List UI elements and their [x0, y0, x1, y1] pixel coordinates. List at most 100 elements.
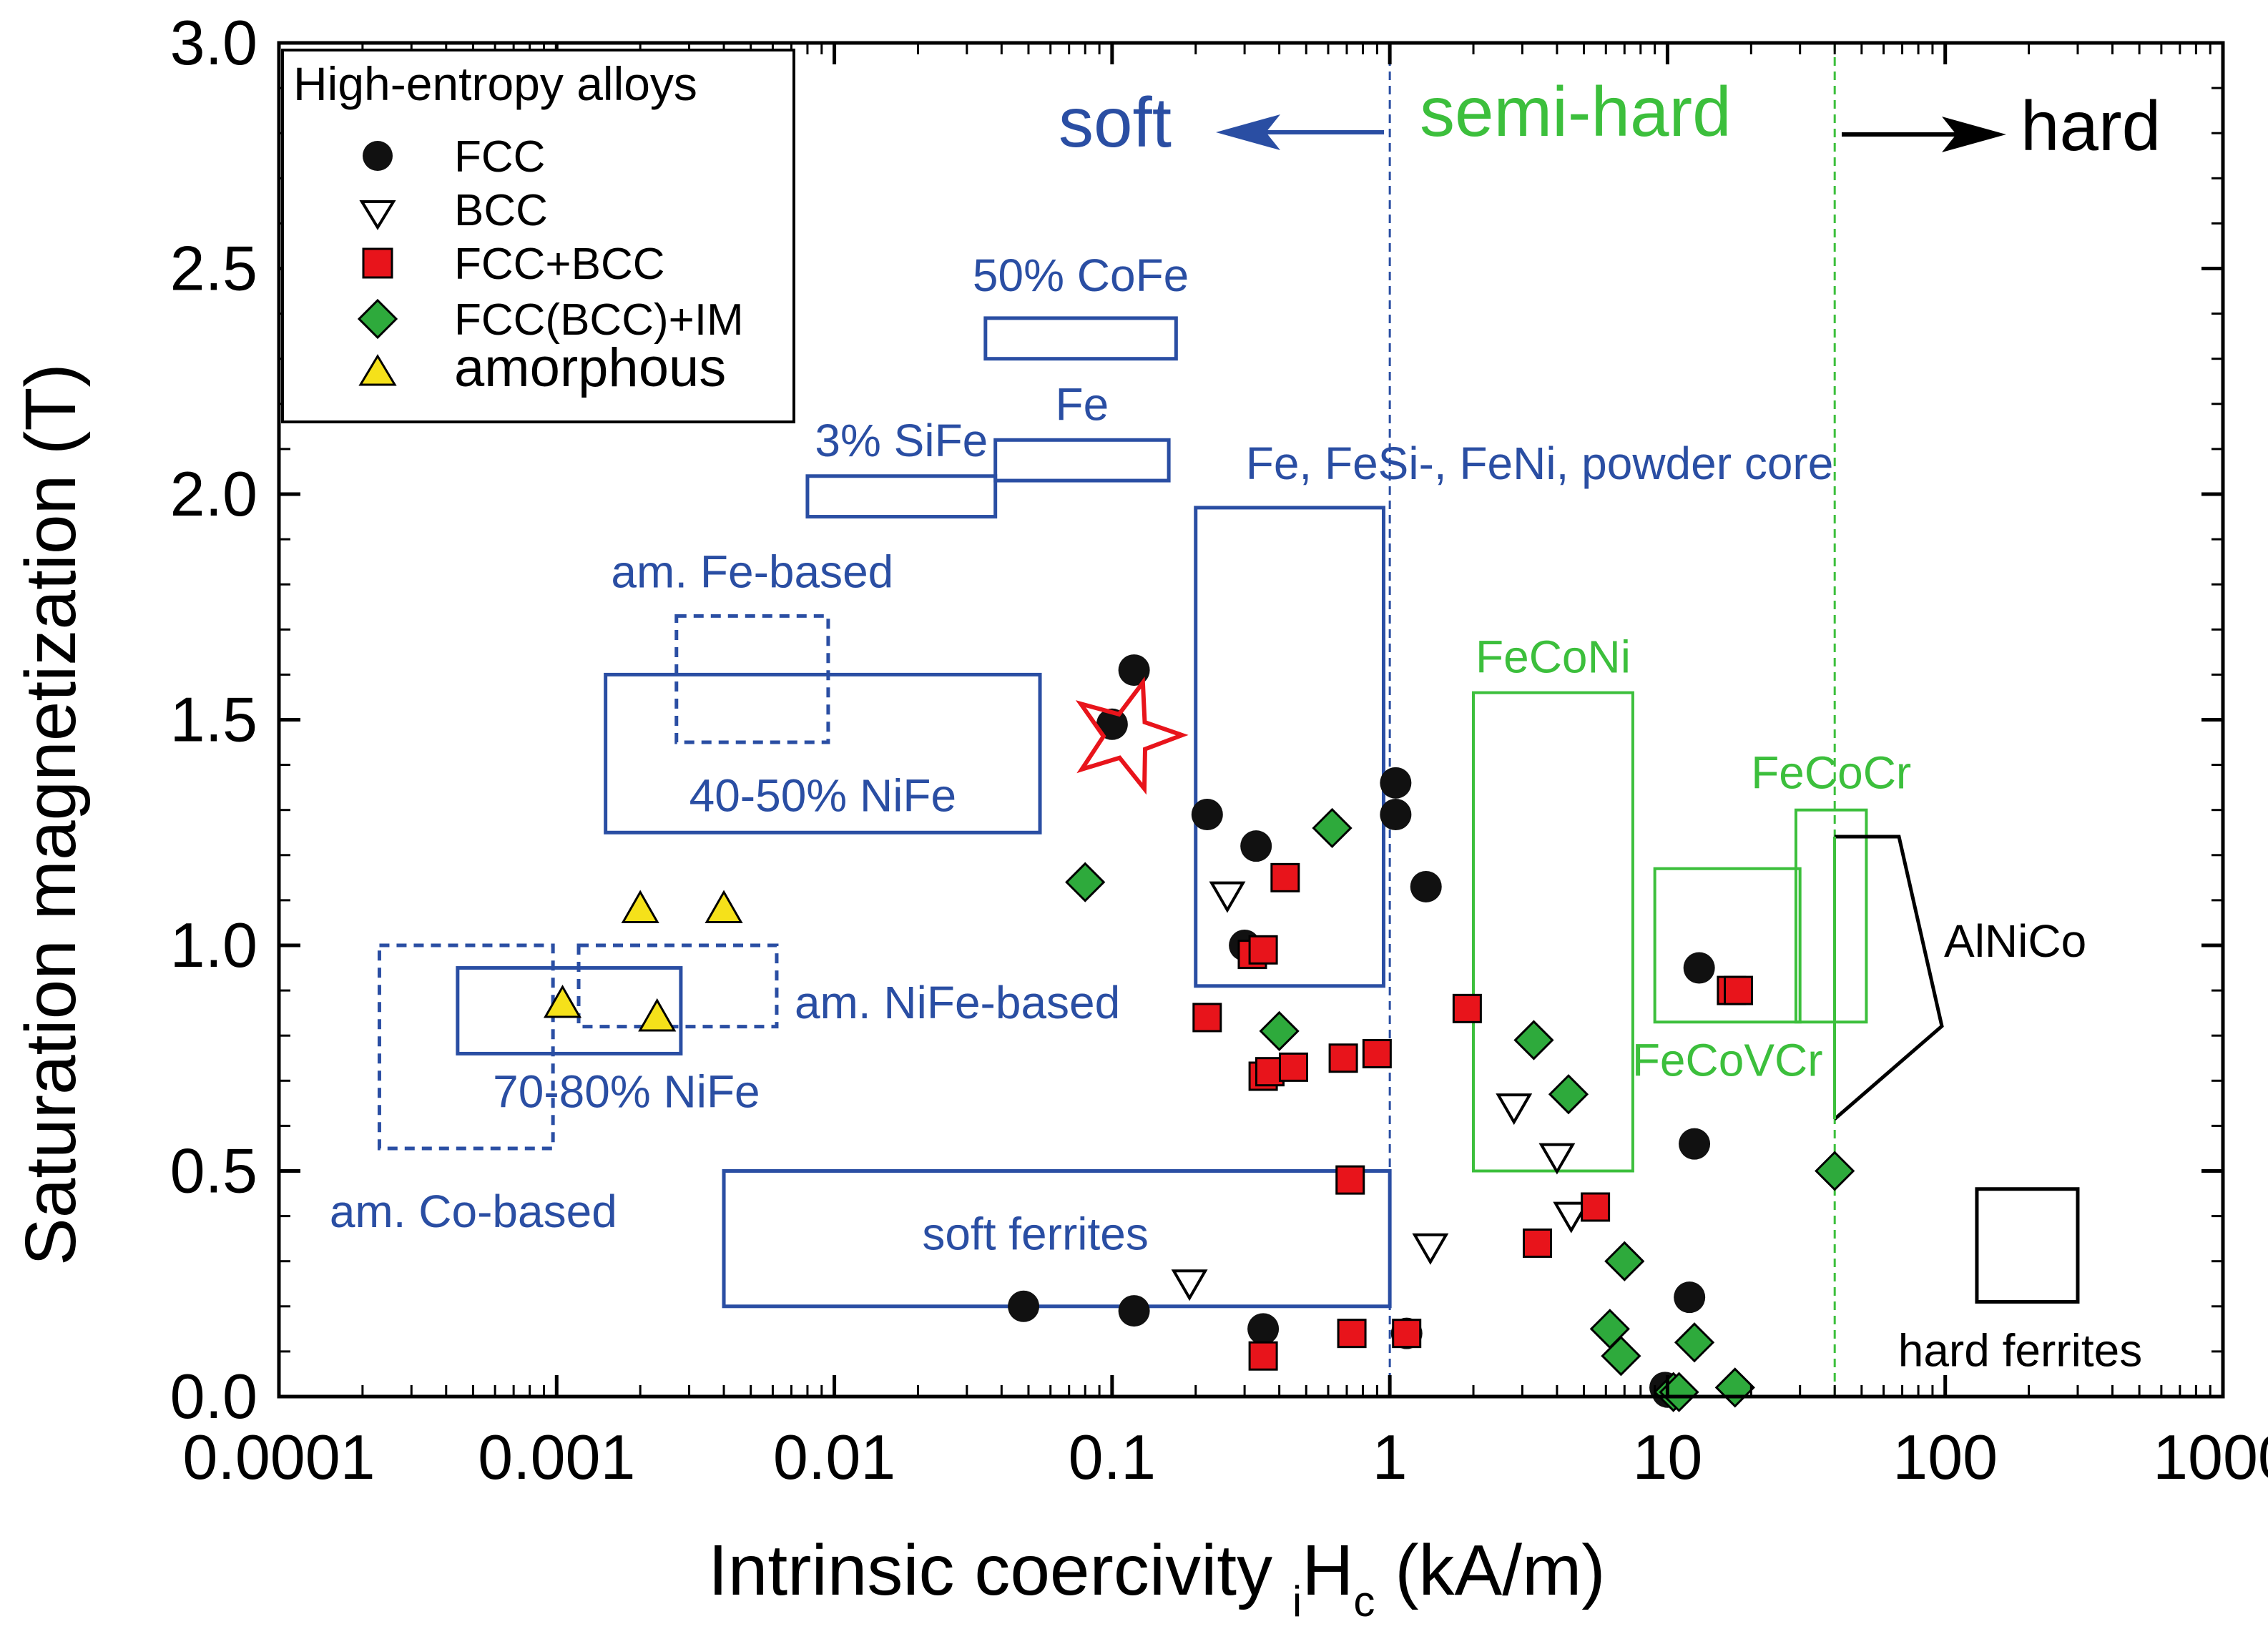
x-title-h: H	[1302, 1530, 1353, 1610]
x-axis-title: Intrinsic coercivity iHc (kA/m)	[708, 1530, 1606, 1625]
point-fcc-3	[1191, 799, 1223, 831]
point-fcc-6	[1380, 767, 1412, 799]
point-fcc-bcc-11	[1335, 1165, 1365, 1195]
region-am-fe-based	[674, 614, 830, 744]
x-tick-label: 0.01	[773, 1422, 895, 1492]
point-fcc-bcc-im-4	[1513, 1020, 1554, 1060]
legend-title: High-entropy alloys	[293, 57, 697, 110]
x-title-units: (kA/m)	[1375, 1530, 1605, 1610]
point-bcc-4	[1553, 1201, 1590, 1234]
region-fecocr	[1794, 808, 1868, 1024]
point-fcc-bcc-7	[1278, 1052, 1308, 1082]
x-tick-label: 0.001	[478, 1422, 635, 1492]
legend-label-fccbcc: FCC+BCC	[454, 240, 665, 289]
point-fcc-bcc-12	[1337, 1319, 1367, 1349]
region-hard-ferrites	[1975, 1187, 2080, 1304]
y-tick-label: 2.5	[170, 233, 257, 304]
star-marker	[1075, 676, 1189, 795]
x-title-sub-i: i	[1292, 1577, 1302, 1625]
region-label-am-co-based: am. Co-based	[330, 1186, 617, 1237]
point-fcc-bcc-im-8	[1601, 1336, 1641, 1377]
region-label-3-sife: 3% SiFe	[815, 415, 988, 466]
zone-label-soft: soft	[1059, 83, 1172, 162]
point-fcc-14	[1679, 1128, 1711, 1160]
region-am-co-based	[377, 943, 555, 1151]
point-bcc-6	[1171, 1269, 1208, 1301]
region-50-cofe	[983, 316, 1178, 361]
point-fcc-bcc-im-2	[1312, 807, 1353, 849]
point-fcc-bcc-im-6	[1604, 1241, 1645, 1281]
point-fcc-bcc-18	[1724, 975, 1754, 1005]
region-label-soft-ferrites: soft ferrites	[922, 1209, 1149, 1260]
point-fcc-11	[1247, 1313, 1280, 1345]
legend: High-entropy alloys FCC BCC FCC+BCC FCC(…	[281, 49, 795, 423]
y-tick-label: 1.0	[170, 910, 257, 980]
svg-text:Intrinsic coercivity iHc (kA/m: Intrinsic coercivity iHc (kA/m)	[708, 1530, 1606, 1625]
region-label-am-nife-based: am. NiFe-based	[795, 977, 1120, 1028]
zone-label-hard: hard	[2021, 87, 2161, 165]
region-label-70-80-nife: 70-80% NiFe	[493, 1065, 760, 1117]
region-fe	[993, 438, 1171, 483]
point-fcc-1	[1118, 654, 1150, 686]
point-fcc-bcc-im-9	[1674, 1322, 1715, 1363]
legend-label-im: FCC(BCC)+IM	[454, 295, 744, 345]
data-points	[543, 654, 1855, 1412]
x-title-sub-c: c	[1353, 1577, 1375, 1625]
point-fcc-13	[1683, 952, 1715, 984]
zone-boundaries	[1388, 43, 1836, 1397]
legend-label-fcc: FCC	[454, 132, 545, 182]
point-fcc-bcc-im-12	[1714, 1367, 1755, 1408]
point-fcc-bcc-im-13	[1815, 1151, 1855, 1191]
point-amorphous-3	[543, 985, 582, 1018]
point-fcc-4	[1240, 830, 1272, 862]
point-fcc-8	[1410, 870, 1442, 902]
y-tick-label: 0.5	[170, 1136, 257, 1206]
x-tick-label: 10	[1632, 1422, 1702, 1492]
hard-arrowhead	[1942, 117, 2006, 152]
point-bcc-3	[1538, 1143, 1576, 1175]
region-layer: 50% CoFe Fe 3% SiFe Fe, FeSi-, FeNi, powder…	[330, 250, 2142, 1377]
point-fcc-bcc-4	[1192, 1003, 1222, 1033]
legend-marker-amorphous	[358, 354, 397, 386]
alnico-label: AlNiCo	[1944, 915, 2086, 967]
point-amorphous-4	[638, 998, 677, 1032]
point-fcc-15	[1674, 1281, 1706, 1314]
region-label-fecovcr: FeCoVCr	[1632, 1034, 1823, 1086]
region-label-am-fe-based: am. Fe-based	[611, 546, 893, 597]
y-tick-label: 2.0	[170, 458, 257, 529]
region-70-80-nife	[456, 966, 683, 1055]
legend-marker-fccbcc	[362, 247, 393, 279]
y-tick-label: 1.5	[170, 684, 257, 755]
point-fcc-bcc-9	[1362, 1038, 1392, 1068]
point-amorphous-2	[705, 890, 743, 924]
zone-label-semi-hard: semi-hard	[1420, 72, 1732, 151]
point-bcc-2	[1496, 1093, 1533, 1126]
point-fcc-bcc-8	[1328, 1043, 1358, 1073]
point-fcc-bcc-16	[1523, 1228, 1553, 1258]
point-fcc-bcc-15	[1581, 1192, 1611, 1222]
point-bcc-5	[1412, 1233, 1449, 1265]
point-fcc-10	[1118, 1295, 1150, 1327]
point-amorphous-1	[621, 890, 659, 924]
region-40-50-nife	[604, 672, 1042, 835]
point-fcc-bcc-im-3	[1259, 1010, 1300, 1052]
alnico-bracket	[1833, 835, 1944, 1121]
legend-marker-bcc	[359, 200, 396, 230]
point-fcc-bcc-3	[1248, 935, 1278, 965]
soft-arrowhead	[1216, 114, 1280, 150]
point-fcc-bcc-im-1	[1065, 862, 1106, 902]
legend-marker-fcc	[363, 141, 393, 171]
x-tick-label: 0.1	[1069, 1422, 1156, 1492]
y-tick-label: 3.0	[170, 7, 257, 78]
region-label-hard-ferrites: hard ferrites	[1898, 1324, 2142, 1376]
region-label-50-cofe: 50% CoFe	[973, 250, 1189, 301]
x-tick-label: 1	[1373, 1422, 1408, 1492]
region-label-fecocr: FeCoCr	[1751, 747, 1911, 799]
region-soft-ferrites	[722, 1169, 1392, 1309]
region-label-fe: Fe	[1056, 378, 1109, 430]
point-fcc-7	[1380, 799, 1412, 831]
point-bcc-1	[1209, 881, 1246, 913]
